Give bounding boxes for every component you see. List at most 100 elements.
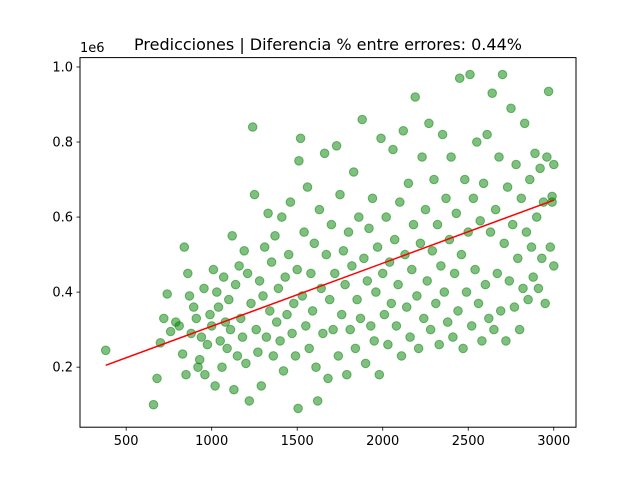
data-point xyxy=(432,219,443,230)
x-axis: 500 1000 1500 2000 2500 3000 xyxy=(114,427,570,449)
data-point xyxy=(499,238,510,249)
data-point xyxy=(485,227,496,237)
data-point xyxy=(280,272,291,282)
data-point xyxy=(230,279,241,290)
data-point xyxy=(359,253,369,264)
data-point xyxy=(396,351,407,361)
data-point xyxy=(419,313,429,324)
data-point xyxy=(388,144,398,155)
data-point xyxy=(179,242,190,252)
data-point xyxy=(225,324,236,335)
data-point xyxy=(265,306,275,316)
data-point xyxy=(194,354,205,365)
data-point xyxy=(355,313,366,324)
data-point xyxy=(540,298,551,309)
data-point xyxy=(343,227,354,237)
data-point xyxy=(543,86,554,97)
data-point xyxy=(295,133,306,144)
data-point xyxy=(549,261,559,271)
data-point xyxy=(391,321,402,331)
data-point xyxy=(461,287,472,297)
data-point xyxy=(513,253,523,264)
data-point xyxy=(292,264,303,275)
data-point xyxy=(405,332,415,342)
data-point xyxy=(330,268,340,279)
data-point xyxy=(526,242,537,252)
y-tick-label: 0.8 xyxy=(52,136,73,151)
data-point xyxy=(215,336,225,346)
y-tick-label: 0.2 xyxy=(52,361,73,376)
data-point xyxy=(492,268,503,279)
x-tick-label: 500 xyxy=(114,434,139,449)
data-point xyxy=(318,328,328,339)
data-point xyxy=(425,324,436,335)
data-point xyxy=(410,92,421,102)
data-point xyxy=(401,302,412,312)
data-point xyxy=(514,324,525,335)
data-point xyxy=(217,362,227,373)
data-point xyxy=(518,283,528,294)
data-point xyxy=(336,309,347,320)
data-point xyxy=(381,212,392,222)
data-point xyxy=(472,137,482,147)
data-point xyxy=(224,294,234,305)
data-point xyxy=(299,227,309,237)
data-point xyxy=(342,369,352,380)
y-tick-label: 0.4 xyxy=(52,286,73,301)
data-point xyxy=(188,302,199,312)
data-point xyxy=(470,264,480,275)
data-point xyxy=(545,242,556,252)
data-point xyxy=(429,174,439,185)
data-point xyxy=(302,182,313,192)
data-point xyxy=(242,268,253,279)
data-point xyxy=(408,219,419,230)
data-point xyxy=(377,268,388,279)
y-axis: 0.2 0.4 0.6 0.8 1.0 xyxy=(52,60,80,376)
data-point xyxy=(516,193,527,204)
data-point xyxy=(263,208,273,219)
data-point xyxy=(331,141,342,151)
data-point xyxy=(417,152,427,162)
data-point xyxy=(352,294,362,305)
data-point xyxy=(312,396,323,406)
data-point xyxy=(294,156,304,166)
data-point xyxy=(254,276,265,286)
data-point xyxy=(181,369,191,380)
data-point xyxy=(338,246,349,256)
data-point xyxy=(268,351,279,361)
data-point xyxy=(239,246,249,256)
data-point xyxy=(468,193,479,204)
data-point xyxy=(376,133,386,144)
data-point xyxy=(533,283,544,294)
data-point xyxy=(333,351,344,361)
data-point xyxy=(446,152,456,162)
data-point xyxy=(326,219,337,230)
data-point xyxy=(523,294,533,305)
data-point xyxy=(249,189,260,200)
data-point xyxy=(259,242,270,252)
y-tick-label: 0.6 xyxy=(52,211,73,226)
data-point xyxy=(229,384,239,395)
data-point xyxy=(509,302,520,312)
data-point xyxy=(413,343,424,354)
data-point xyxy=(237,332,248,342)
data-point xyxy=(395,197,405,207)
data-point xyxy=(521,227,532,237)
data-point xyxy=(478,178,489,189)
data-point xyxy=(202,339,213,350)
data-point xyxy=(345,324,356,335)
data-point xyxy=(241,358,251,369)
data-point xyxy=(484,313,494,324)
data-point xyxy=(213,302,224,312)
x-tick-label: 1500 xyxy=(281,434,314,449)
data-point xyxy=(504,276,515,286)
data-point xyxy=(412,291,422,301)
data-point xyxy=(290,351,301,361)
data-point xyxy=(258,291,268,301)
data-point xyxy=(307,306,318,316)
x-tick-label: 1000 xyxy=(195,434,228,449)
data-point xyxy=(424,118,434,129)
data-point xyxy=(253,347,263,358)
data-point xyxy=(246,298,256,309)
